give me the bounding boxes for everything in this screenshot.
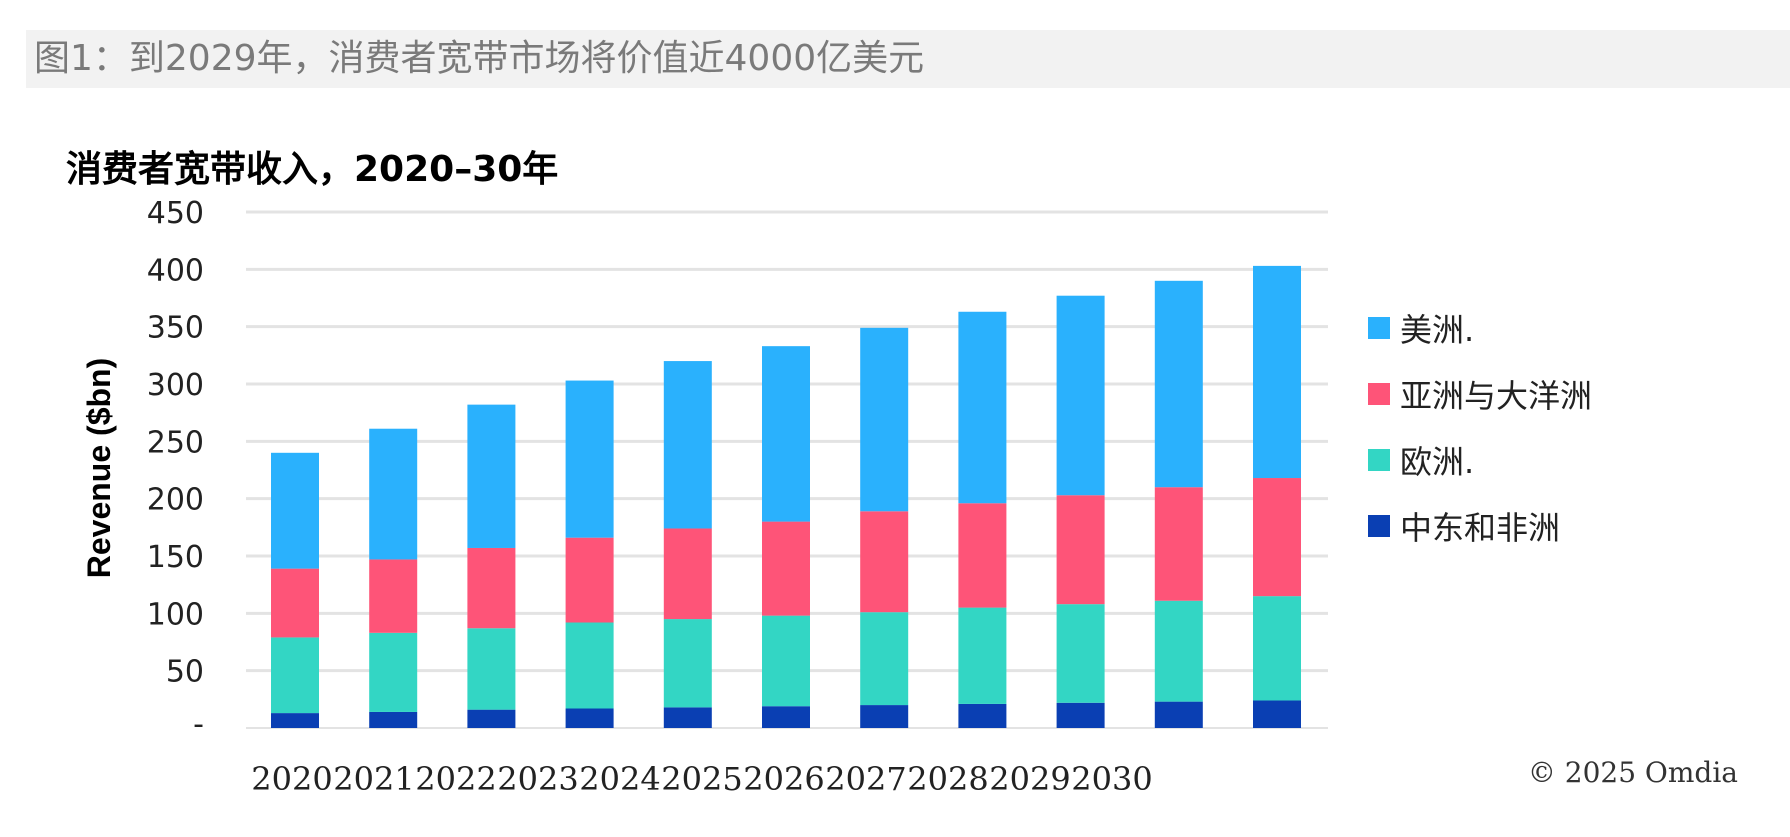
y-tick-label: 300 [147,368,204,403]
bar-segment [663,528,712,620]
y-axis-label: Revenue ($bn) [81,358,117,578]
bar-segment [1154,487,1203,601]
bar-segment [369,559,418,633]
bar-segment [369,711,418,728]
bar-segment [565,708,614,728]
bar-segment [565,622,614,709]
legend-swatch [1368,515,1390,537]
x-tick-label: 2026 [743,760,824,798]
legend-label: 美洲. [1400,311,1475,349]
y-tick-label: 400 [147,253,204,288]
y-tick-label: 450 [147,196,204,231]
bar-segment [1056,295,1105,496]
bar-segment [663,707,712,728]
y-tick-label: 50 [166,655,204,690]
legend-label: 中东和非洲 [1400,509,1561,547]
bar-segment [369,428,418,560]
bar-segment [369,632,418,712]
y-tick-label: 350 [147,311,204,346]
y-tick-label: 200 [147,483,204,518]
chart-title: 消费者宽带收入，2020–30年 [66,149,559,190]
bar-segment [860,705,909,728]
bar-segment [271,452,319,569]
bar-segment [1253,700,1301,728]
x-tick-label: 2028 [907,760,988,798]
bar-segment [1154,280,1203,488]
bar-segment [762,706,810,728]
bar-segment [663,619,712,708]
bar-segment [271,637,319,714]
bar-segment [958,311,1007,504]
chart-legend: 美洲. 亚洲与大洋洲 欧洲. 中东和非洲 [1368,308,1592,572]
legend-item: 美洲. [1368,308,1592,349]
figure-caption: 图1：到2029年，消费者宽带市场将价值近4000亿美元 [34,38,925,79]
legend-label: 亚洲与大洋洲 [1400,377,1593,415]
bar-segment [271,713,319,728]
x-tick-label: 2030 [1071,760,1152,798]
bar-segment [467,404,516,548]
bar-segment [1253,265,1301,479]
x-tick-label: 2029 [989,760,1070,798]
bar-segment [1253,596,1301,701]
bar-segment [1154,701,1203,728]
y-tick-label: 250 [147,425,204,460]
bar-segment [271,568,319,638]
x-tick-label: 2023 [497,760,578,798]
copyright-text: © 2025 Omdia [1527,756,1738,789]
x-tick-label: 2025 [661,760,742,798]
legend-swatch [1368,317,1390,339]
bar-segment [762,346,810,522]
legend-item: 欧洲. [1368,440,1592,481]
bar-segment [663,361,712,529]
legend-item: 亚洲与大洋洲 [1368,374,1593,415]
y-tick-label: - [193,707,204,742]
bar-segment [860,511,909,613]
legend-label: 欧洲. [1400,443,1475,481]
bar-segment [762,615,810,707]
x-tick-label: 2020 [251,760,332,798]
bar-segment [1056,604,1105,703]
figure-header: 图1：到2029年，消费者宽带市场将价值近4000亿美元 [26,30,1790,88]
bar-segment [958,703,1007,728]
bar-segment [565,380,614,538]
bar-segment [860,612,909,706]
y-tick-label: 150 [147,540,204,575]
bar-segment [1056,495,1105,605]
legend-swatch [1368,383,1390,405]
y-tick-label: 100 [147,597,204,632]
bar-segment [860,327,909,512]
x-tick-label: 2022 [415,760,496,798]
bar-segment [1056,702,1105,728]
legend-swatch [1368,449,1390,471]
bar-segment [467,547,516,629]
bar-segment [958,503,1007,608]
bar-segment [467,709,516,728]
x-tick-label: 2021 [333,760,414,798]
legend-item: 中东和非洲 [1368,506,1592,547]
bar-segment [762,521,810,616]
x-tick-label: 2027 [825,760,906,798]
bar-segment [958,607,1007,704]
bar-segment [565,537,614,623]
bar-segment [1154,600,1203,702]
bar-segment [467,628,516,710]
x-tick-label: 2024 [579,760,660,798]
bar-segment [1253,478,1301,597]
